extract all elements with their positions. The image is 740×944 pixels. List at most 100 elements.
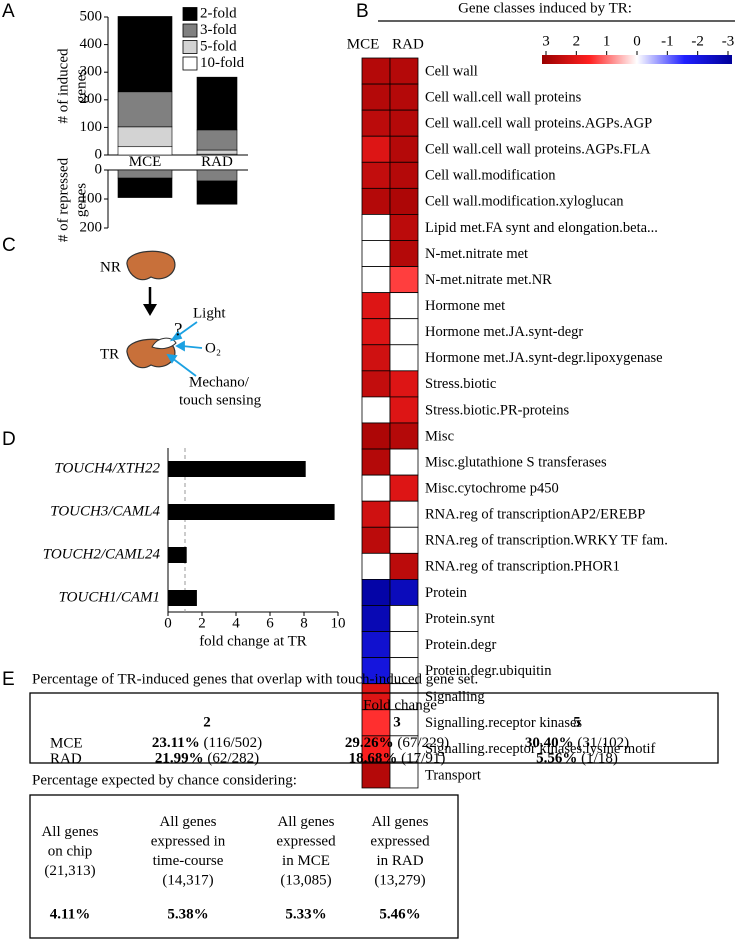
heatmap-cell [361,344,391,372]
state-label: TR [100,346,119,362]
arrow-head [175,340,185,352]
arrow-head [143,304,157,316]
heatmap-cell [361,631,391,659]
row-label: RNA.reg of transcription.PHOR1 [425,559,620,575]
row-label: Hormone met.JA.synt-degr [425,324,583,340]
row-label: Misc [425,428,454,444]
table-title: Percentage of TR-induced genes that over… [32,671,478,687]
y-axis-label: # of induced [55,48,71,123]
heatmap-cell [389,240,419,267]
row-label: N-met.nitrate met [425,246,528,262]
y-tick-label: 100 [80,190,103,206]
heatmap-cell [361,266,391,294]
cell-count: (62/282) [207,751,259,767]
heatmap-cell [361,448,391,476]
row-label: MCE [50,735,83,751]
row-label: Protein.degr [425,637,496,653]
y-tick-label: 0 [95,146,103,162]
heatmap-cell [389,579,419,606]
row-label: Stress.biotic [425,376,496,392]
legend-swatch [182,23,198,38]
bar-segment [117,91,173,128]
column-header: 3 [393,714,401,730]
y-tick-label: 400 [80,36,103,52]
x-tick-label: 4 [232,615,240,631]
column-header: time-course [153,853,224,869]
heatmap-cell [361,292,391,320]
heatmap-cell [361,526,391,554]
heatmap-cell [361,109,391,137]
heatmap-cell [389,109,419,137]
legend-label: 5-fold [200,38,237,54]
legend-swatch [182,7,198,21]
column-header: in RAD [376,853,423,869]
bar-segment [117,126,173,148]
state-label: NR [100,259,121,275]
y-tick-label: TOUCH4/XTH22 [54,460,160,476]
tr-opening [151,337,177,350]
row-label: Cell wall.cell wall proteins.AGPs.AGP [425,116,652,132]
column-header: RAD [392,36,424,52]
cell-percent: 21.99% [155,751,204,767]
heatmap-cell [389,631,419,659]
cell-count: (116/502) [204,735,263,751]
heatmap-cell [389,552,419,580]
colorbar-label: 3 [542,33,550,49]
cell-count: (17/91) [401,751,445,767]
column-header: All genes [371,814,428,830]
cell-percent: 18.68% [349,751,398,767]
colorbar-label: -1 [661,33,674,49]
stimulus-label: touch sensing [179,392,262,408]
y-tick-label: TOUCH2/CAML24 [43,546,161,562]
bar-segment [196,149,238,155]
y-axis-label: genes [73,69,89,103]
heatmap-cell [361,709,391,737]
column-header: All genes [41,824,98,840]
colorbar-label: 2 [573,33,581,49]
touch-arrow [171,357,197,377]
column-header: All genes [159,814,216,830]
legend-swatch [182,56,198,71]
heatmap-cell [389,266,419,294]
y-tick-label: 0 [95,161,103,177]
row-label: Cell wall [425,63,478,79]
colorbar-label: 1 [603,33,611,49]
heatmap-cell [389,187,419,215]
stimulus-label: O₂ [205,340,221,356]
heatmap-cell [389,526,419,554]
table-cell: 30.40% (31/102) [525,735,629,751]
row-label: RAD [50,751,82,767]
heatmap-cell [361,240,391,267]
heatmap-cell [389,500,419,528]
row-label: Cell wall.cell wall proteins.AGPs.FLA [425,142,651,158]
panel-letter: A [2,1,15,22]
column-header: expressed [370,834,430,850]
bar-segment [117,169,173,179]
bar-segment [196,129,238,151]
bar-segment [196,180,238,205]
row-label: N-met.nitrate met.NR [425,272,552,288]
oxygen-arrow [181,345,203,349]
cell-percent: 23.11% [152,735,200,751]
y-tick-label: 200 [80,91,103,107]
heatmap-cell [389,448,419,476]
heatmap-cell [361,83,391,111]
table-title: Percentage expected by chance considerin… [32,772,297,788]
colorbar-label: -3 [722,33,735,49]
y-tick-label: TOUCH3/CAML4 [50,503,160,519]
heatmap-cell [389,161,419,189]
table-cell: 5.33% [285,906,326,922]
column-header: expressed [276,834,336,850]
heatmap-cell [361,552,391,580]
heatmap-cell [361,187,391,215]
heatmap-cell [361,161,391,189]
heatmap-cell [361,735,391,763]
x-tick-label: MCE [129,154,162,170]
cell-count: (67/229) [397,735,449,751]
row-label: Cell wall.modification.xyloglucan [425,194,624,210]
row-label: Hormone met.JA.synt-degr.lipoxygenase [425,350,663,366]
column-header: 2 [203,714,211,730]
table-cell: 5.46% [379,906,420,922]
row-label: Signalling.receptor kinases [425,715,582,731]
heatmap-cell [389,396,419,424]
